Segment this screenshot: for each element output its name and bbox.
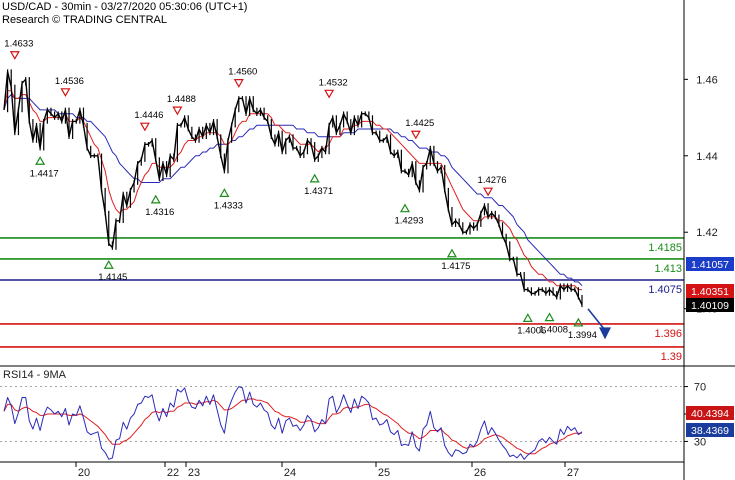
price-panel: 1.4185 1.413 1.4075 1.396 1.39 1.4633 1.4417 1.… (0, 39, 684, 363)
swing-high-label-8: 1.4560 (228, 67, 257, 78)
level-label-1: 1.413 (654, 263, 682, 275)
price-ytick-label-2: 1.44 (696, 151, 717, 163)
swing-low-label-16: 1.4008 (539, 325, 568, 336)
swing-high-marker-8 (233, 79, 244, 88)
rsi-tag-label-0: 40.4394 (691, 408, 729, 420)
swing-high-marker-12 (410, 130, 421, 140)
swing-low-marker-13 (446, 248, 457, 258)
level-label-2: 1.4075 (648, 284, 682, 296)
swing-low-label-9: 1.4371 (304, 186, 333, 197)
swing-low-marker-3 (103, 260, 114, 269)
xtick-label-4: 25 (378, 467, 390, 479)
swing-high-label-6: 1.4488 (167, 94, 196, 105)
rsi-tag-bg-0 (686, 406, 734, 420)
swing-high-label-14: 1.4276 (478, 175, 507, 186)
swing-high-marker-4 (139, 122, 150, 132)
xtick-label-1: 22 (167, 467, 179, 479)
swing-low-label-1: 1.4417 (30, 168, 59, 179)
rsi-tag-bg-1 (686, 423, 734, 437)
price-tag-label-1: 1.40351 (691, 286, 729, 298)
price-ytick-label-1: 1.42 (696, 227, 717, 239)
swing-high-marker-10 (324, 89, 335, 99)
swing-low-marker-7 (219, 188, 230, 197)
forecast-arrow-head (599, 327, 611, 340)
swing-low-label-13: 1.4175 (441, 261, 470, 272)
swing-low-label-17: 1.3994 (568, 330, 597, 341)
swing-low-label-5: 1.4316 (145, 207, 174, 218)
ma-fast-line (3, 90, 582, 291)
price-tag-bg-2 (686, 298, 734, 312)
price-tag-label-2: 1.40109 (691, 300, 729, 312)
ma-slow-line (3, 94, 583, 287)
price-tag-bg-1 (686, 284, 734, 298)
rsi-line (3, 386, 583, 460)
level-label-3: 1.396 (654, 328, 682, 340)
price-ytick-label-3: 1.46 (696, 74, 717, 86)
swing-low-marker-1 (35, 156, 46, 165)
swing-low-label-3: 1.4145 (98, 272, 127, 283)
swing-high-label-12: 1.4425 (405, 118, 434, 129)
rsi-ytick-label-0: 30 (694, 436, 706, 448)
swing-high-label-10: 1.4532 (319, 77, 348, 88)
swing-low-marker-15 (522, 313, 533, 322)
rsi-tag-label-1: 38.4369 (691, 425, 729, 437)
swing-low-marker-9 (309, 173, 320, 183)
swing-low-marker-16 (544, 312, 555, 322)
swing-high-label-2: 1.4536 (55, 76, 84, 87)
xtick-label-0: 20 (78, 467, 90, 479)
swing-high-label-4: 1.4446 (134, 110, 163, 121)
chart-subtitle: Research © TRADING CENTRAL (2, 14, 167, 26)
chart-title: USD/CAD - 30min - 03/27/2020 05:30:06 (U… (2, 1, 248, 13)
price-tag-label-0: 1.41057 (691, 259, 729, 271)
rsi-title: RSI14 - 9MA (3, 369, 67, 381)
swing-high-marker-2 (60, 88, 71, 98)
rsi-ytick-label-2: 70 (694, 382, 706, 394)
swing-high-label-0: 1.4633 (4, 39, 33, 50)
level-label-0: 1.4185 (648, 242, 682, 254)
swing-low-label-11: 1.4293 (394, 216, 423, 227)
swing-low-label-7: 1.4333 (214, 200, 243, 211)
xtick-label-5: 26 (474, 467, 486, 479)
rsi-ma-line (3, 398, 582, 455)
price-tag-bg-0 (686, 257, 734, 271)
swing-high-marker-14 (483, 187, 494, 197)
xtick-label-6: 27 (567, 467, 579, 479)
swing-high-marker-6 (172, 106, 183, 116)
swing-low-marker-11 (399, 203, 411, 213)
swing-high-marker-0 (9, 51, 20, 60)
price-line (3, 70, 583, 306)
xtick-label-2: 23 (188, 467, 200, 479)
swing-low-marker-5 (150, 194, 161, 204)
swing-low-label-15: 1.4006 (517, 325, 546, 336)
rsi-panel: RSI14 - 9MA (0, 369, 684, 460)
level-label-4: 1.39 (661, 351, 682, 363)
swing-low-marker-17 (573, 317, 584, 327)
xtick-label-3: 24 (284, 467, 296, 479)
